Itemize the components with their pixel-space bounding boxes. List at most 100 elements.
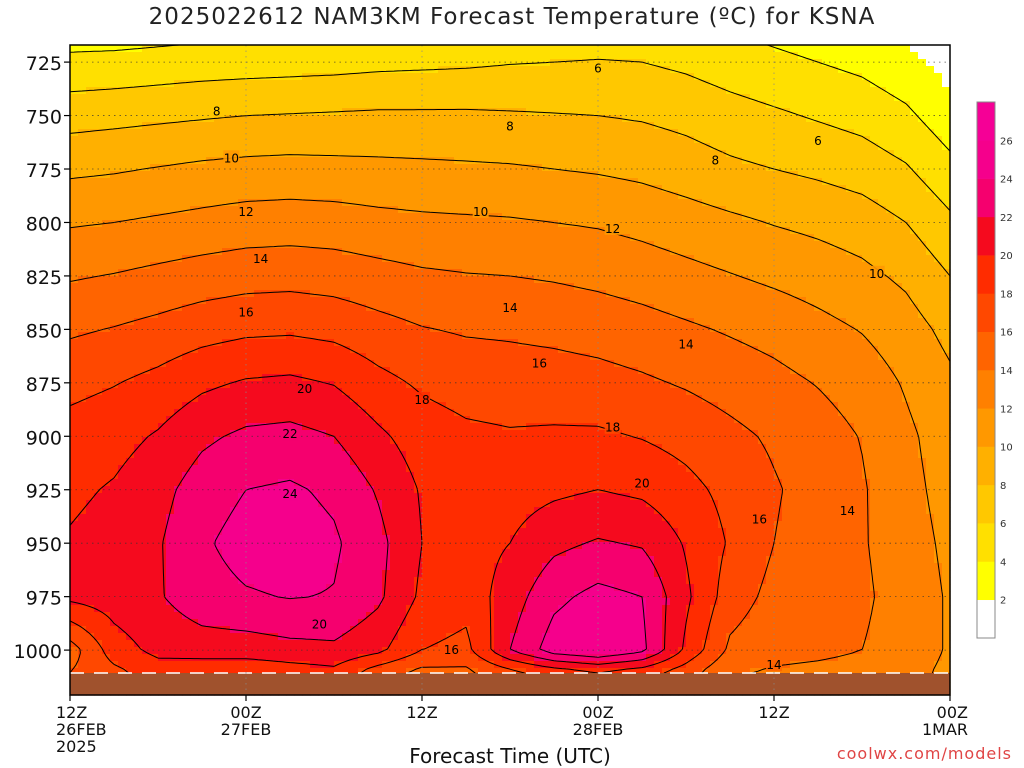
temperature-cell <box>182 192 191 200</box>
temperature-cell <box>390 318 399 326</box>
temperature-cell <box>198 360 207 368</box>
temperature-cell <box>294 353 303 361</box>
temperature-cell <box>214 192 223 200</box>
temperature-cell <box>142 304 151 312</box>
temperature-cell <box>182 178 191 186</box>
temperature-cell <box>430 577 439 585</box>
temperature-cell <box>286 80 295 88</box>
temperature-cell <box>318 381 327 389</box>
temperature-cell <box>438 206 447 214</box>
temperature-cell <box>70 199 79 207</box>
temperature-cell <box>414 416 423 424</box>
temperature-cell <box>438 178 447 186</box>
temperature-cell <box>78 52 87 60</box>
temperature-cell <box>390 45 399 53</box>
temperature-cell <box>94 192 103 200</box>
temperature-cell <box>286 276 295 284</box>
temperature-cell <box>326 94 335 102</box>
temperature-cell <box>214 157 223 165</box>
temperature-cell <box>70 164 79 172</box>
temperature-cell <box>78 542 87 550</box>
temperature-cell <box>382 199 391 207</box>
temperature-cell <box>246 535 255 543</box>
temperature-cell <box>214 360 223 368</box>
temperature-cell <box>190 388 199 396</box>
temperature-cell <box>358 444 367 452</box>
temperature-cell <box>406 283 415 291</box>
temperature-cell <box>278 248 287 256</box>
temperature-cell <box>470 227 479 235</box>
temperature-cell <box>166 493 175 501</box>
temperature-cell <box>374 451 383 459</box>
temperature-cell <box>182 535 191 543</box>
temperature-cell <box>430 612 439 620</box>
temperature-cell <box>198 577 207 585</box>
temperature-cell <box>70 318 79 326</box>
temperature-cell <box>334 507 343 515</box>
temperature-cell <box>390 269 399 277</box>
temperature-cell <box>486 94 495 102</box>
temperature-cell <box>302 556 311 564</box>
temperature-cell <box>342 444 351 452</box>
temperature-cell <box>174 66 183 74</box>
temperature-cell <box>270 45 279 53</box>
temperature-cell <box>350 661 359 669</box>
temperature-cell <box>342 311 351 319</box>
temperature-cell <box>150 486 159 494</box>
temperature-cell <box>246 507 255 515</box>
temperature-cell <box>446 192 455 200</box>
temperature-cell <box>430 416 439 424</box>
temperature-cell <box>478 164 487 172</box>
temperature-cell <box>422 255 431 263</box>
temperature-cell <box>414 584 423 592</box>
temperature-cell <box>174 605 183 613</box>
temperature-cell <box>470 339 479 347</box>
temperature-cell <box>478 654 487 662</box>
temperature-cell <box>142 619 151 627</box>
temperature-cell <box>334 486 343 494</box>
temperature-cell <box>422 542 431 550</box>
temperature-cell <box>230 507 239 515</box>
temperature-cell <box>414 101 423 109</box>
temperature-cell <box>302 591 311 599</box>
temperature-cell <box>142 654 151 662</box>
temperature-cell <box>222 493 231 501</box>
temperature-cell <box>438 465 447 473</box>
temperature-cell <box>334 101 343 109</box>
temperature-cell <box>190 500 199 508</box>
temperature-cell <box>214 437 223 445</box>
temperature-cell <box>102 640 111 648</box>
temperature-cell <box>110 185 119 193</box>
temperature-cell <box>422 52 431 60</box>
temperature-cell <box>134 304 143 312</box>
temperature-cell <box>134 535 143 543</box>
temperature-cell <box>454 374 463 382</box>
temperature-cell <box>198 332 207 340</box>
temperature-cell <box>390 570 399 578</box>
temperature-cell <box>294 514 303 522</box>
temperature-cell <box>430 500 439 508</box>
temperature-cell <box>158 528 167 536</box>
temperature-cell <box>134 325 143 333</box>
temperature-cell <box>254 346 263 354</box>
temperature-cell <box>102 101 111 109</box>
temperature-cell <box>126 521 135 529</box>
temperature-cell <box>150 332 159 340</box>
temperature-cell <box>294 535 303 543</box>
temperature-cell <box>182 115 191 123</box>
temperature-cell <box>206 185 215 193</box>
temperature-cell <box>246 612 255 620</box>
temperature-cell <box>158 269 167 277</box>
temperature-cell <box>158 472 167 480</box>
temperature-cell <box>406 73 415 81</box>
temperature-cell <box>94 451 103 459</box>
temperature-cell <box>214 493 223 501</box>
temperature-cell <box>166 346 175 354</box>
temperature-cell <box>270 444 279 452</box>
temperature-cell <box>190 73 199 81</box>
temperature-cell <box>382 549 391 557</box>
temperature-cell <box>438 479 447 487</box>
temperature-cell <box>142 507 151 515</box>
temperature-cell <box>374 591 383 599</box>
temperature-cell <box>158 584 167 592</box>
